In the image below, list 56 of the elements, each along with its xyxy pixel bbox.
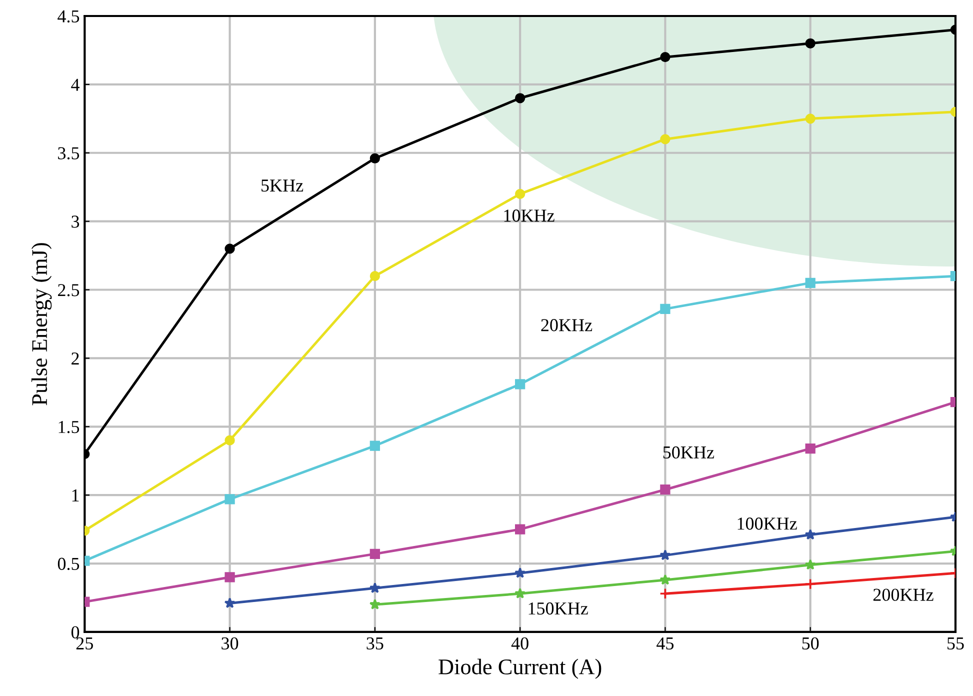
point: [224, 572, 235, 582]
x-tick-label: 25: [76, 637, 93, 650]
x-tick-label: 55: [948, 638, 964, 650]
point: [514, 379, 526, 390]
series-label: 50KHz: [663, 446, 714, 459]
y-tick-label: 4.5: [58, 10, 80, 23]
point: [805, 443, 816, 454]
series-label: 20KHz: [541, 319, 592, 332]
x-tick-label: 40: [511, 637, 528, 650]
y-tick-label: 4: [71, 78, 80, 91]
point: [370, 271, 380, 282]
point: [660, 304, 670, 314]
y-tick-label: 1.5: [58, 420, 80, 434]
point: [514, 588, 526, 598]
series-label: 10KHz: [504, 210, 554, 222]
series-label: 200KHz: [873, 588, 934, 601]
point: [805, 38, 816, 48]
point: [660, 52, 670, 62]
point: [369, 582, 380, 594]
point: [804, 529, 816, 540]
series-label: 5KHz: [262, 180, 304, 192]
point: [369, 598, 380, 610]
x-axis-title: Diode Current (A): [438, 658, 602, 679]
x-tick-label: 50: [802, 637, 819, 650]
point: [224, 597, 236, 608]
series-label: 150KHz: [528, 602, 588, 615]
y-tick-label: 0.5: [58, 558, 80, 570]
point: [514, 567, 526, 578]
point: [804, 559, 816, 570]
y-tick-label: 3.5: [58, 147, 80, 160]
point: [224, 435, 235, 446]
y-tick-label: 3: [72, 216, 80, 228]
point: [224, 494, 235, 504]
point: [660, 134, 670, 144]
point: [370, 153, 380, 164]
point: [370, 440, 380, 451]
point: [514, 93, 526, 104]
point: [514, 188, 526, 200]
y-tick-label: 2: [72, 352, 79, 364]
x-tick-label: 35: [366, 637, 384, 650]
y-axis-title: Pulse Energy (mJ): [31, 243, 52, 406]
point: [370, 548, 380, 560]
point: [224, 244, 235, 254]
y-tick-label: 0: [71, 626, 80, 638]
point: [805, 114, 816, 124]
point: [805, 278, 816, 288]
point: [660, 550, 671, 560]
series-label: 100KHz: [738, 518, 797, 530]
point: [660, 484, 670, 495]
x-tick-label: 45: [656, 637, 674, 650]
y-tick-label: 2.5: [58, 284, 80, 296]
x-tick-label: 30: [222, 637, 238, 650]
y-tick-label: 1: [72, 489, 79, 502]
point: [660, 574, 671, 585]
point: [514, 524, 526, 534]
point: [804, 578, 816, 590]
